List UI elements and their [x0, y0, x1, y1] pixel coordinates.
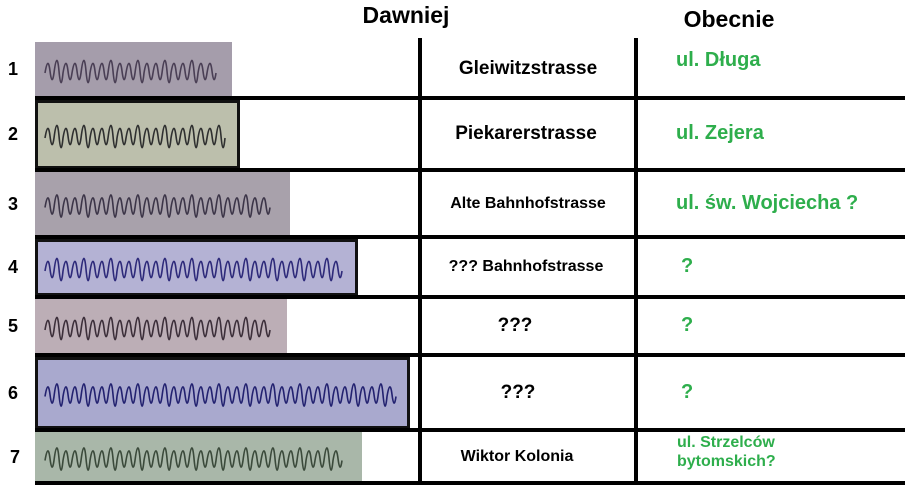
row-number: 6 — [8, 382, 19, 403]
row-line — [35, 235, 905, 239]
row-number: 7 — [10, 446, 21, 467]
header-old: Dawniej — [362, 2, 450, 28]
old-name: Alte Bahnhofstrasse — [450, 194, 606, 212]
handwriting-image — [35, 357, 410, 429]
column-line — [634, 38, 638, 485]
handwriting-image — [35, 172, 290, 236]
column-line — [418, 38, 422, 485]
row-number: 5 — [8, 316, 19, 336]
header-new: Obecnie — [683, 6, 775, 32]
row-line — [35, 295, 905, 299]
new-name: ul. Długa — [676, 49, 761, 71]
old-name: ??? — [497, 315, 533, 336]
row-number: 3 — [8, 193, 19, 214]
old-name: Wiktor Kolonia — [460, 447, 574, 465]
row-line — [35, 428, 905, 432]
handwriting-image — [35, 432, 362, 482]
row-number: 4 — [8, 257, 19, 277]
row-line — [35, 481, 905, 485]
new-name: bytomskich? — [677, 453, 776, 470]
new-name: ul. Strzelców — [677, 434, 775, 451]
new-name: ul. św. Wojciecha ? — [676, 191, 859, 214]
old-name: Gleiwitzstrasse — [458, 58, 598, 79]
handwriting-image — [35, 239, 358, 296]
handwriting-image — [35, 100, 240, 169]
old-name: ??? Bahnhofstrasse — [448, 258, 604, 275]
new-name: ? — [681, 255, 694, 277]
new-name: ul. Zejera — [676, 122, 764, 144]
row-line — [35, 96, 905, 100]
row-line — [35, 168, 905, 172]
old-name: Piekarerstrasse — [455, 123, 597, 144]
new-name: ? — [681, 380, 694, 403]
new-name: ? — [681, 314, 694, 336]
row-number: 2 — [8, 124, 19, 144]
handwriting-image — [35, 299, 287, 354]
handwriting-image — [35, 42, 232, 97]
old-name: ??? — [500, 381, 536, 403]
row-line — [35, 353, 905, 357]
row-number: 1 — [8, 59, 19, 79]
